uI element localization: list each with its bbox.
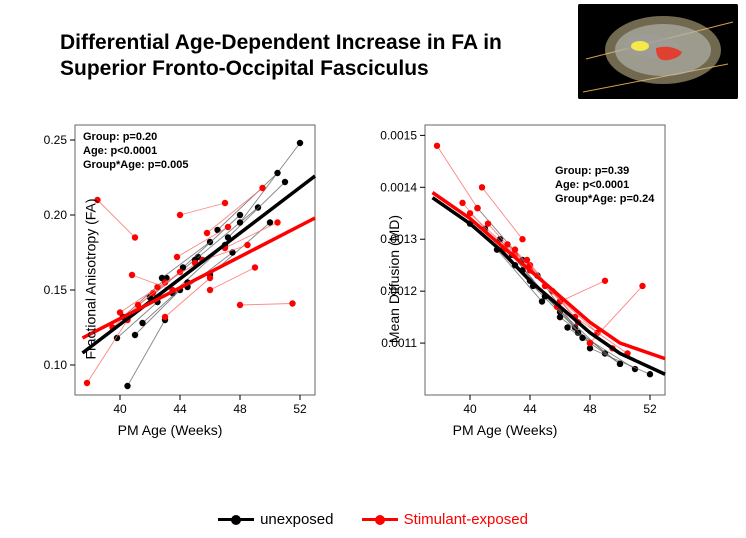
stat-line: Group: p=0.20	[83, 131, 188, 145]
stat-line: Age: p<0.0001	[555, 179, 654, 193]
legend-item-unexposed: unexposed	[218, 511, 333, 528]
stats-right: Group: p=0.39 Age: p<0.0001 Group*Age: p…	[555, 165, 654, 206]
svg-text:52: 52	[293, 402, 307, 416]
svg-text:40: 40	[463, 402, 477, 416]
svg-text:48: 48	[233, 402, 247, 416]
svg-text:0.0014: 0.0014	[380, 180, 417, 194]
svg-text:52: 52	[643, 402, 657, 416]
legend: unexposed Stimulant-exposed	[0, 508, 746, 528]
plot-fa: Fractional Anisotropy (FA) 40 44 48 52 0.10 0…	[20, 120, 320, 438]
figure-title: Differential Age-Dependent Increase in F…	[60, 30, 560, 83]
xlabel-left: PM Age (Weeks)	[20, 422, 320, 438]
stat-line: Age: p<0.0001	[83, 145, 188, 159]
svg-text:40: 40	[113, 402, 127, 416]
stat-line: Group*Age: p=0.24	[555, 193, 654, 207]
legend-label: unexposed	[260, 511, 333, 528]
svg-text:0.20: 0.20	[44, 208, 68, 222]
svg-text:0.25: 0.25	[44, 133, 68, 147]
svg-text:44: 44	[173, 402, 187, 416]
plot-md: Mean Diffusion (MD) 404448520.00110.0012…	[340, 120, 670, 438]
stat-line: Group: p=0.39	[555, 165, 654, 179]
ylabel-left: Fractional Anisotropy (FA)	[83, 198, 99, 359]
svg-text:48: 48	[583, 402, 597, 416]
xlabel-right: PM Age (Weeks)	[340, 422, 670, 438]
brain-inset	[578, 4, 738, 99]
stats-left: Group: p=0.20 Age: p<0.0001 Group*Age: p…	[83, 131, 188, 172]
svg-text:0.0015: 0.0015	[380, 128, 417, 142]
svg-text:0.10: 0.10	[44, 358, 68, 372]
svg-text:44: 44	[523, 402, 537, 416]
svg-text:0.15: 0.15	[44, 283, 68, 297]
legend-item-exposed: Stimulant-exposed	[362, 511, 528, 528]
legend-label: Stimulant-exposed	[404, 511, 528, 528]
stat-line: Group*Age: p=0.005	[83, 159, 188, 173]
ylabel-right: Mean Diffusion (MD)	[386, 215, 402, 343]
